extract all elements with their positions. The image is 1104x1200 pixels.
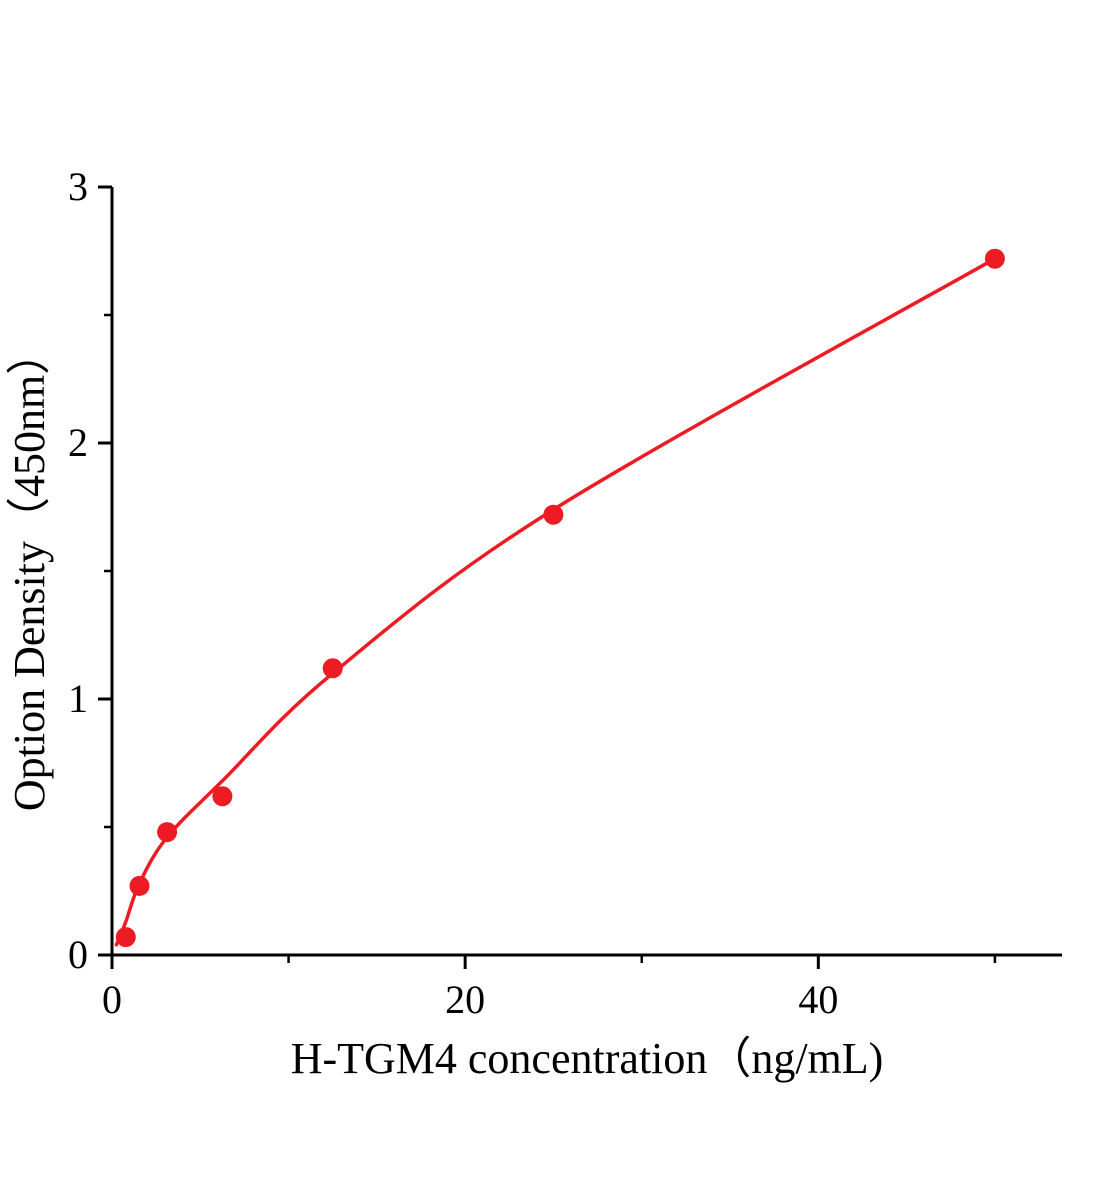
data-point-marker: [543, 504, 564, 525]
data-point-marker: [984, 248, 1005, 269]
data-point-marker: [129, 875, 150, 896]
data-point-marker: [212, 786, 233, 807]
y-axis-title: Option Density（450nm）: [5, 331, 54, 811]
x-tick-label: 20: [445, 977, 485, 1022]
data-point-marker: [157, 822, 178, 843]
data-point-marker: [115, 927, 136, 948]
y-tick-label: 0: [68, 932, 88, 977]
x-tick-label: 40: [798, 977, 838, 1022]
data-point-marker: [322, 658, 343, 679]
x-axis-title: H-TGM4 concentration（ng/mL): [291, 1034, 884, 1083]
x-tick-label: 0: [102, 977, 122, 1022]
y-tick-label: 2: [68, 420, 88, 465]
y-tick-label: 1: [68, 676, 88, 721]
fit-curve: [114, 256, 997, 947]
y-tick-label: 3: [68, 164, 88, 209]
